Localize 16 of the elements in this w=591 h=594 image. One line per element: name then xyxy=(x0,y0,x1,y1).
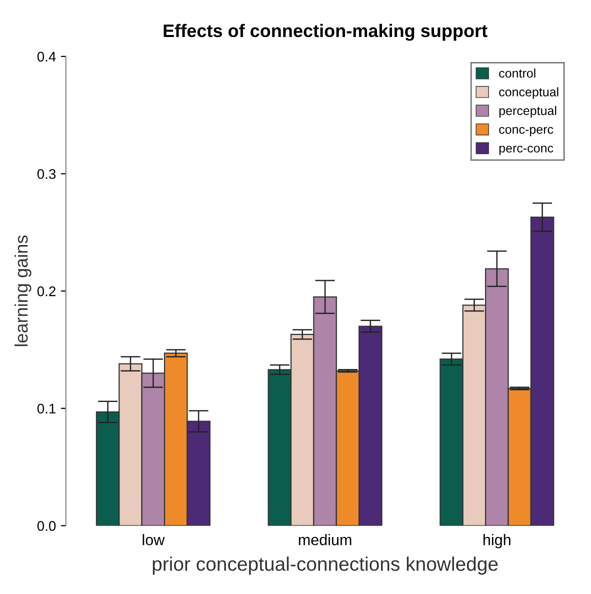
x-tick-label: low xyxy=(142,534,165,546)
y-tick-label: 0.0 xyxy=(37,521,56,531)
legend-label: conc-perc xyxy=(499,126,554,136)
legend-label: control xyxy=(499,68,536,78)
y-axis-title: learning gains xyxy=(14,235,32,346)
legend-label: conceptual xyxy=(499,87,558,99)
y-tick-label: 0.2 xyxy=(37,286,56,296)
x-tick-label: high xyxy=(484,534,510,548)
x-tick-label: medium xyxy=(298,534,352,546)
y-tick-label: 0.1 xyxy=(37,404,56,414)
x-axis-title: prior conceptual-connections knowledge xyxy=(152,556,498,575)
legend-label: perceptual xyxy=(499,106,556,118)
chart-title: Effects of connection-making support xyxy=(164,24,488,41)
y-tick-label: 0.4 xyxy=(37,52,56,62)
y-tick-label: 0.3 xyxy=(37,169,56,179)
legend-label: perc-conc xyxy=(499,146,554,156)
